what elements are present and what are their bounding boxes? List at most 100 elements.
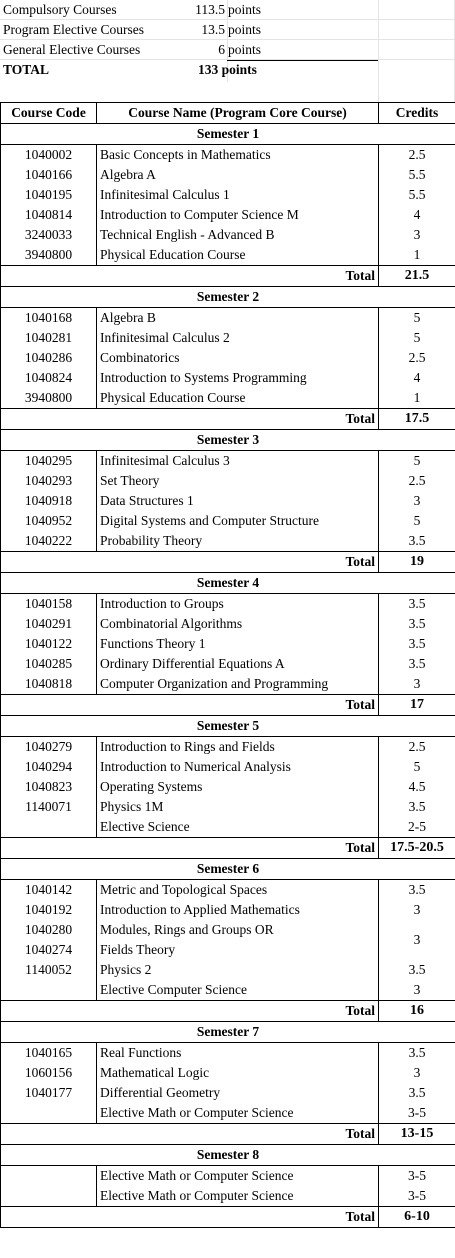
course-credits: 3 (378, 491, 455, 511)
course-row: 1040142 Metric and Topological Spaces 3.5 (0, 879, 455, 900)
course-credits: 4 (378, 368, 455, 388)
course-name: Introduction to Groups (96, 593, 379, 614)
summary-total-label: TOTAL (3, 62, 50, 77)
semester-row: Semester 5 (0, 715, 455, 737)
course-row: 1040166 Algebra A 5.5 (0, 165, 455, 185)
total-row: Total 19 (0, 551, 455, 573)
course-credits: 2-5 (378, 817, 455, 838)
course-code: 1040222 (0, 531, 97, 552)
course-name: Metric and Topological Spaces (96, 879, 379, 900)
total-label: Total (0, 837, 379, 859)
course-code (0, 1103, 97, 1124)
summary-total-value: 133 points (198, 62, 257, 77)
course-code: 1040291 (0, 614, 97, 634)
course-credits: 4.5 (378, 777, 455, 797)
course-credits: 3-5 (378, 1103, 455, 1124)
course-credits: 3-5 (378, 1186, 455, 1207)
semester-title: Semester 7 (0, 1021, 455, 1043)
course-row: 1040291 Combinatorial Algorithms 3.5 (0, 614, 455, 634)
course-name: Elective Science (96, 817, 379, 838)
semester-row: Semester 6 (0, 858, 455, 880)
summary-unit: points (228, 22, 262, 37)
course-name: Elective Math or Computer Science (96, 1103, 379, 1124)
course-name: Physics 1M (96, 797, 379, 817)
course-name: Set Theory (96, 471, 379, 491)
course-code: 1040818 (0, 674, 97, 695)
summary-value: 113.5 (195, 2, 225, 17)
course-code: 1040158 (0, 593, 97, 614)
course-row: 1040274 Fields Theory (0, 940, 455, 960)
course-row: 1040285 Ordinary Differential Equations A… (0, 654, 455, 674)
course-code: 1040814 (0, 205, 97, 225)
course-code: 1040294 (0, 757, 97, 777)
semester-title: Semester 3 (0, 429, 455, 451)
course-name: Infinitesimal Calculus 1 (96, 185, 379, 205)
summary-total-row: TOTAL 133 points (0, 60, 455, 82)
course-name: Algebra A (96, 165, 379, 185)
course-name: Combinatorial Algorithms (96, 614, 379, 634)
total-value: 19 (378, 551, 455, 573)
course-row: 1040177 Differential Geometry 3.5 (0, 1083, 455, 1103)
course-code: 1040168 (0, 307, 97, 328)
total-value: 21.5 (378, 265, 455, 287)
course-credits: 3.5 (378, 654, 455, 674)
course-row: Elective Computer Science 3 (0, 980, 455, 1001)
course-name: Elective Math or Computer Science (96, 1186, 379, 1207)
course-name: Physical Education Course (96, 388, 379, 409)
total-row: Total 17.5 (0, 408, 455, 430)
total-label: Total (0, 1000, 379, 1022)
course-credits: 5.5 (378, 185, 455, 205)
course-row: Elective Science 2-5 (0, 817, 455, 838)
course-code: 1040281 (0, 328, 97, 348)
course-row: 1040195 Infinitesimal Calculus 1 5.5 (0, 185, 455, 205)
course-row: 1040286 Combinatorics 2.5 (0, 348, 455, 368)
course-code: 1140071 (0, 797, 97, 817)
course-credits: 5 (378, 328, 455, 348)
course-name: Elective Math or Computer Science (96, 1165, 379, 1186)
course-name: Physical Education Course (96, 245, 379, 266)
course-row: 1140052 Physics 2 3.5 (0, 960, 455, 980)
course-name: Introduction to Systems Programming (96, 368, 379, 388)
course-credits: 3.5 (378, 634, 455, 654)
semester-row: Semester 7 (0, 1021, 455, 1043)
summary-row: Compulsory Courses 113.5 points (0, 0, 455, 20)
summary-value: 13.5 (201, 22, 225, 37)
semester-row: Semester 1 (0, 123, 455, 145)
course-name: Basic Concepts in Mathematics (96, 144, 379, 165)
semester-title: Semester 5 (0, 715, 455, 737)
course-row: 1040818 Computer Organization and Program… (0, 674, 455, 695)
course-credits: 1 (378, 388, 455, 409)
course-credits: 3.5 (378, 1083, 455, 1103)
course-row: 1040280 Modules, Rings and Groups OR 3 (0, 920, 455, 960)
course-row: 1040222 Probability Theory 3.5 (0, 531, 455, 552)
course-credits: 3 (378, 225, 455, 245)
course-code: 1040195 (0, 185, 97, 205)
course-credits: 3.5 (378, 1042, 455, 1063)
course-row: 1040279 Introduction to Rings and Fields 2… (0, 736, 455, 757)
course-credits: 3.5 (378, 531, 455, 552)
course-name: Introduction to Numerical Analysis (96, 757, 379, 777)
total-row: Total 6-10 (0, 1206, 455, 1228)
course-credits: 3 (378, 674, 455, 695)
semester-row: Semester 4 (0, 572, 455, 594)
total-row: Total 16 (0, 1000, 455, 1022)
course-code: 1040286 (0, 348, 97, 368)
course-credits: 2.5 (378, 144, 455, 165)
course-row: 3940800 Physical Education Course 1 (0, 388, 455, 409)
course-credits: 3-5 (378, 1165, 455, 1186)
course-name: Data Structures 1 (96, 491, 379, 511)
total-label: Total (0, 1206, 379, 1228)
course-code: 1040918 (0, 491, 97, 511)
course-name: Elective Computer Science (96, 980, 379, 1001)
course-credits: 5 (378, 307, 455, 328)
course-name: Modules, Rings and Groups OR (96, 920, 379, 940)
course-code: 3240033 (0, 225, 97, 245)
course-code: 1040177 (0, 1083, 97, 1103)
course-row: 1040824 Introduction to Systems Programmi… (0, 368, 455, 388)
course-credits: 3 (378, 900, 455, 920)
course-row: 1040952 Digital Systems and Computer Stru… (0, 511, 455, 531)
course-code: 1040295 (0, 450, 97, 471)
course-code: 1040823 (0, 777, 97, 797)
header-cell: Course Name (Program Core Course) (96, 102, 379, 124)
